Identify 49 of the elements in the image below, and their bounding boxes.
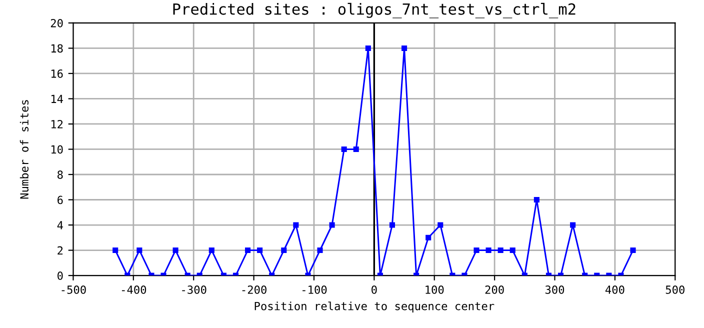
point	[486, 247, 492, 254]
point	[281, 247, 287, 254]
point	[353, 146, 359, 152]
point	[570, 222, 576, 228]
x-tick-label: -500	[62, 285, 86, 294]
y-tick-label: 8	[58, 170, 63, 179]
point	[365, 45, 371, 51]
y-axis-title: Number of sites	[20, 100, 29, 199]
x-tick-label: 200	[485, 285, 504, 294]
x-tick-label: 0	[372, 285, 377, 294]
y-tick-label: 14	[51, 94, 63, 103]
point	[329, 222, 335, 228]
point	[341, 146, 347, 152]
chart-title: Predicted sites : oligos_7nt_test_vs_ctrl_m2	[173, 2, 576, 18]
point	[630, 247, 636, 254]
point	[401, 45, 408, 51]
point	[534, 196, 540, 203]
y-tick-label: 16	[51, 69, 63, 78]
x-tick-label: 400	[605, 285, 624, 294]
y-tick-label: 18	[51, 44, 63, 53]
point	[498, 247, 504, 254]
point	[172, 247, 178, 254]
y-tick-label: 20	[50, 18, 63, 28]
point	[474, 247, 480, 254]
point	[112, 247, 118, 254]
x-tick-label: -200	[242, 285, 266, 294]
point	[317, 247, 323, 254]
point	[389, 222, 396, 228]
point	[293, 222, 299, 228]
x-tick-label: -400	[122, 285, 146, 294]
point	[208, 247, 214, 254]
point	[244, 247, 251, 254]
point	[438, 222, 444, 228]
x-axis-title: Position relative to sequence center	[254, 302, 494, 312]
x-tick-label: -100	[302, 285, 327, 294]
y-tick-label: 0	[58, 272, 63, 280]
y-tick-label: 4	[57, 221, 63, 230]
point	[257, 247, 263, 254]
y-tick-label: 2	[58, 246, 63, 255]
x-tick-label: 500	[666, 285, 684, 294]
point	[136, 247, 142, 254]
point	[510, 247, 516, 254]
x-tick-label: -300	[182, 285, 206, 294]
y-tick-label: 10	[51, 145, 63, 154]
y-tick-label: 12	[51, 120, 63, 128]
x-tick-label: 100	[426, 285, 444, 294]
y-tick-label: 6	[58, 196, 63, 204]
point	[426, 234, 432, 240]
x-tick-label: 300	[545, 285, 564, 294]
